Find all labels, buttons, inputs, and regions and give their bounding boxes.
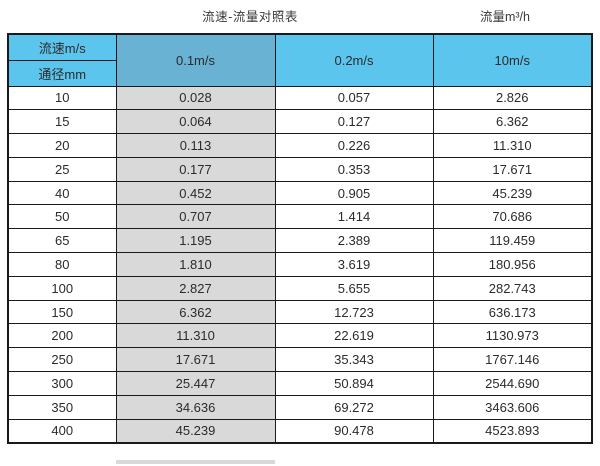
diameter-cell: 400 <box>7 418 117 444</box>
flow-velocity-table: 流速m/s 0.1m/s 0.2m/s 10m/s 通径mm 10 0.028 0.… <box>7 33 593 444</box>
value-cell-0-2ms: 0.127 <box>274 109 434 135</box>
value-cell-0-1ms: 34.636 <box>115 394 276 420</box>
table-row: 300 25.447 50.894 2544.690 <box>7 371 593 396</box>
value-cell-10ms: 17.671 <box>432 156 593 182</box>
value-cell-0-1ms: 1.810 <box>115 252 276 277</box>
value-cell-0-2ms: 50.894 <box>274 371 434 396</box>
value-cell-10ms: 636.173 <box>432 299 593 325</box>
table-row: 40 0.452 0.905 45.239 <box>7 180 593 206</box>
diameter-cell: 80 <box>7 252 117 277</box>
value-cell-0-1ms: 0.064 <box>115 109 276 135</box>
table-row: 80 1.810 3.619 180.956 <box>7 252 593 277</box>
value-cell-0-1ms: 25.447 <box>115 371 276 396</box>
table-row: 20 0.113 0.226 11.310 <box>7 133 593 158</box>
value-cell-0-2ms: 5.655 <box>274 275 434 301</box>
diameter-cell: 25 <box>7 156 117 182</box>
value-cell-0-1ms: 0.177 <box>115 156 276 182</box>
title-bar: 流速-流量对照表 流量m³/h <box>0 0 600 30</box>
value-cell-0-2ms: 0.057 <box>274 85 434 111</box>
value-cell-10ms: 2.826 <box>432 85 593 111</box>
value-cell-0-2ms: 0.905 <box>274 180 434 206</box>
header-flow-velocity: 流速m/s <box>7 33 117 61</box>
value-cell-10ms: 180.956 <box>432 252 593 277</box>
table-row: 400 45.239 90.478 4523.893 <box>7 418 593 444</box>
table-header: 流速m/s 0.1m/s 0.2m/s 10m/s 通径mm <box>7 33 593 87</box>
value-cell-0-2ms: 90.478 <box>274 418 434 444</box>
diameter-cell: 100 <box>7 275 117 301</box>
value-cell-0-2ms: 69.272 <box>274 394 434 420</box>
value-cell-0-1ms: 45.239 <box>115 418 276 444</box>
value-cell-0-2ms: 3.619 <box>274 252 434 277</box>
diameter-cell: 40 <box>7 180 117 206</box>
value-cell-0-2ms: 12.723 <box>274 299 434 325</box>
table-body: 10 0.028 0.057 2.826 15 0.064 0.127 6.362 20 0.11… <box>7 85 593 444</box>
value-cell-10ms: 45.239 <box>432 180 593 206</box>
table-row: 50 0.707 1.414 70.686 <box>7 204 593 230</box>
value-cell-0-1ms: 0.707 <box>115 204 276 230</box>
value-cell-0-1ms: 1.195 <box>115 228 276 254</box>
value-cell-0-1ms: 0.028 <box>115 85 276 111</box>
value-cell-0-2ms: 1.414 <box>274 204 434 230</box>
value-cell-10ms: 6.362 <box>432 109 593 135</box>
value-cell-0-1ms: 17.671 <box>115 347 276 373</box>
table-row: 250 17.671 35.343 1767.146 <box>7 347 593 373</box>
value-cell-0-1ms: 0.113 <box>115 133 276 158</box>
value-cell-0-2ms: 0.226 <box>274 133 434 158</box>
table-row: 200 11.310 22.619 1130.973 <box>7 323 593 349</box>
table-row: 350 34.636 69.272 3463.606 <box>7 394 593 420</box>
table-row: 100 2.827 5.655 282.743 <box>7 275 593 301</box>
diameter-cell: 10 <box>7 85 117 111</box>
value-cell-10ms: 2544.690 <box>432 371 593 396</box>
value-cell-0-1ms: 2.827 <box>115 275 276 301</box>
value-cell-0-2ms: 0.353 <box>274 156 434 182</box>
value-cell-0-2ms: 35.343 <box>274 347 434 373</box>
diameter-cell: 300 <box>7 371 117 396</box>
value-cell-10ms: 1130.973 <box>432 323 593 349</box>
diameter-cell: 50 <box>7 204 117 230</box>
value-cell-0-1ms: 11.310 <box>115 323 276 349</box>
diameter-cell: 350 <box>7 394 117 420</box>
diameter-cell: 65 <box>7 228 117 254</box>
table-row: 150 6.362 12.723 636.173 <box>7 299 593 325</box>
table-row: 10 0.028 0.057 2.826 <box>7 85 593 111</box>
gray-column-tail <box>116 460 275 464</box>
value-cell-0-2ms: 22.619 <box>274 323 434 349</box>
diameter-cell: 150 <box>7 299 117 325</box>
table-row: 15 0.064 0.127 6.362 <box>7 109 593 135</box>
flow-rate-unit-label: 流量m³/h <box>479 10 530 24</box>
value-cell-0-1ms: 6.362 <box>115 299 276 325</box>
table-row: 25 0.177 0.353 17.671 <box>7 156 593 182</box>
value-cell-10ms: 282.743 <box>432 275 593 301</box>
diameter-cell: 200 <box>7 323 117 349</box>
diameter-cell: 15 <box>7 109 117 135</box>
value-cell-10ms: 119.459 <box>432 228 593 254</box>
value-cell-0-2ms: 2.389 <box>274 228 434 254</box>
value-cell-10ms: 1767.146 <box>432 347 593 373</box>
header-column-10ms: 10m/s <box>432 33 593 87</box>
diameter-cell: 250 <box>7 347 117 373</box>
value-cell-10ms: 70.686 <box>432 204 593 230</box>
header-column-0-1ms: 0.1m/s <box>115 33 276 87</box>
table-row: 65 1.195 2.389 119.459 <box>7 228 593 254</box>
value-cell-0-1ms: 0.452 <box>115 180 276 206</box>
value-cell-10ms: 11.310 <box>432 133 593 158</box>
value-cell-10ms: 3463.606 <box>432 394 593 420</box>
table-title: 流速-流量对照表 <box>202 10 298 24</box>
header-diameter: 通径mm <box>7 59 117 87</box>
value-cell-10ms: 4523.893 <box>432 418 593 444</box>
diameter-cell: 20 <box>7 133 117 158</box>
header-column-0-2ms: 0.2m/s <box>274 33 434 87</box>
